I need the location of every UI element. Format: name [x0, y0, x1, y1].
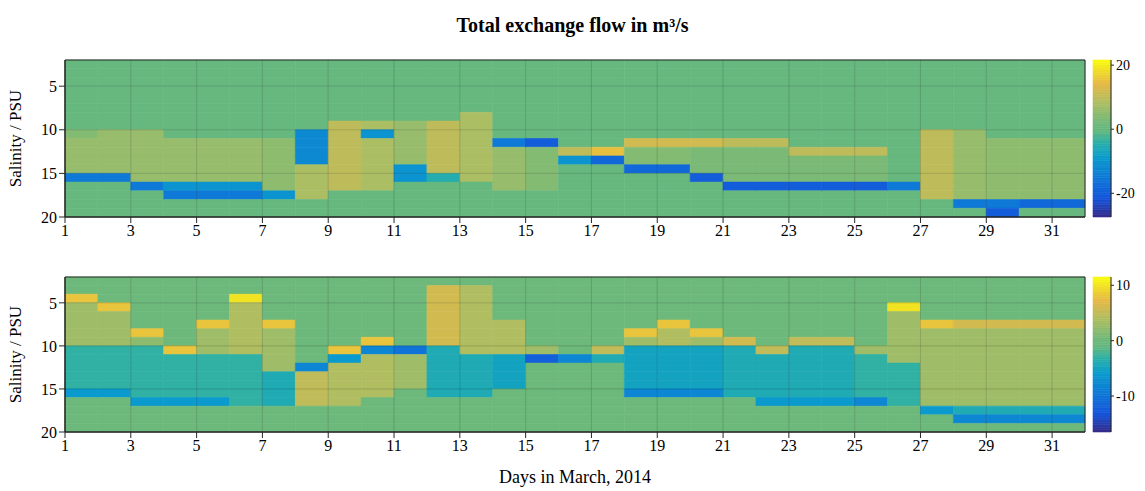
svg-text:10: 10 [41, 121, 57, 138]
svg-text:1: 1 [61, 222, 69, 239]
svg-text:23: 23 [781, 222, 797, 239]
html-text:Total exchange flow in m³/s: Total exchange flow in m³/s [456, 14, 689, 36]
svg-text:Salinity / PSU: Salinity / PSU [6, 90, 25, 187]
svg-text:15: 15 [518, 222, 534, 239]
svg-text:19: 19 [649, 437, 665, 454]
svg-text:29: 29 [978, 222, 994, 239]
svg-text:9: 9 [324, 437, 332, 454]
svg-text:15: 15 [518, 437, 534, 454]
svg-text:10: 10 [1116, 278, 1130, 293]
svg-text:29: 29 [978, 437, 994, 454]
svg-text:13: 13 [452, 437, 468, 454]
svg-text:3: 3 [127, 437, 135, 454]
svg-text:5: 5 [193, 437, 201, 454]
svg-text:5: 5 [49, 295, 57, 312]
svg-text:27: 27 [912, 437, 928, 454]
svg-text:15: 15 [41, 165, 57, 182]
svg-text:31: 31 [1044, 222, 1060, 239]
svg-text:25: 25 [847, 437, 863, 454]
svg-text:1: 1 [61, 437, 69, 454]
svg-text:19: 19 [649, 222, 665, 239]
svg-text:17: 17 [583, 222, 599, 239]
svg-text:20: 20 [41, 424, 57, 441]
svg-text:0: 0 [1116, 334, 1123, 349]
svg-text:7: 7 [258, 222, 266, 239]
svg-text:Days in March, 2014: Days in March, 2014 [499, 467, 651, 487]
svg-text:15: 15 [41, 381, 57, 398]
svg-text:13: 13 [452, 222, 468, 239]
svg-text:25: 25 [847, 222, 863, 239]
svg-text:27: 27 [912, 222, 928, 239]
svg-text:7: 7 [258, 437, 266, 454]
svg-text:23: 23 [781, 437, 797, 454]
svg-text:-10: -10 [1116, 389, 1135, 404]
svg-text:5: 5 [193, 222, 201, 239]
svg-text:Salinity / PSU: Salinity / PSU [6, 306, 25, 403]
svg-text:11: 11 [386, 222, 401, 239]
svg-text:9: 9 [324, 222, 332, 239]
svg-text:20: 20 [41, 209, 57, 226]
svg-text:5: 5 [49, 78, 57, 95]
svg-text:11: 11 [386, 437, 401, 454]
svg-text:31: 31 [1044, 437, 1060, 454]
svg-text:10: 10 [41, 338, 57, 355]
svg-text:-20: -20 [1116, 186, 1135, 201]
svg-text:0: 0 [1116, 122, 1123, 137]
svg-text:20: 20 [1116, 58, 1130, 73]
svg-text:17: 17 [583, 437, 599, 454]
svg-text:21: 21 [715, 222, 731, 239]
svg-text:21: 21 [715, 437, 731, 454]
svg-text:3: 3 [127, 222, 135, 239]
